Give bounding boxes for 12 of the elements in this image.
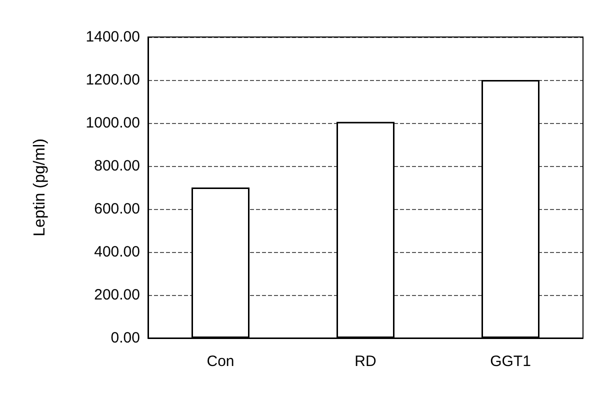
y-tick-label: 200.00 (94, 286, 140, 304)
x-tick-label: RD (354, 353, 376, 370)
y-tick-label: 1000.00 (86, 114, 140, 132)
y-tick-label: 1400.00 (86, 28, 140, 46)
y-tick-label: 600.00 (94, 200, 140, 218)
x-tick-label: GGT1 (490, 353, 531, 370)
y-axis-title: Leptin (pg/ml) (32, 138, 48, 236)
y-tick-label: 1200.00 (86, 72, 140, 88)
y-tick-label: 0.00 (110, 330, 140, 346)
x-tick-label: Con (206, 353, 234, 370)
y-tick-label: 400.00 (94, 244, 140, 260)
y-tick-label: 800.00 (94, 158, 140, 174)
